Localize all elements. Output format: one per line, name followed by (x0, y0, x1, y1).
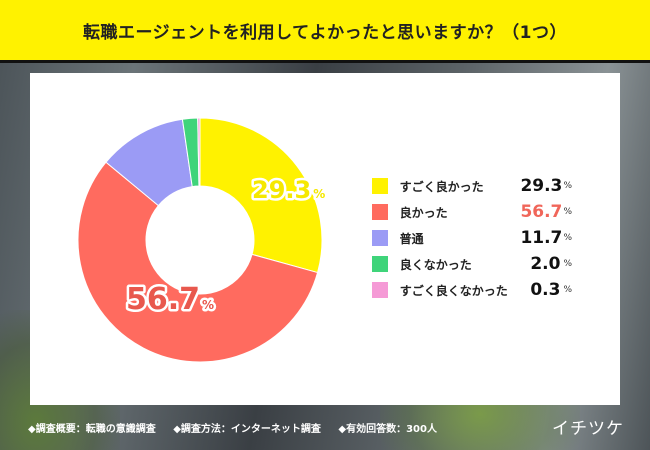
legend-item: 普通 11.7 % (372, 225, 572, 251)
legend-swatch (372, 178, 388, 194)
title-banner: 転職エージェントを利用してよかったと思いますか？（1つ） (0, 0, 650, 63)
legend-value: 56.7 (520, 202, 563, 222)
legend-value: 29.3 (520, 176, 563, 196)
survey-method: ◆調査方法：インターネット調査 (173, 424, 321, 435)
legend-label: 良かった (399, 205, 448, 220)
legend-value: 11.7 (520, 228, 563, 248)
legend-unit: % (563, 259, 572, 269)
legend-unit: % (563, 207, 572, 217)
legend-swatch (372, 230, 388, 246)
donut-slice (197, 117, 201, 187)
survey-footer: ◆調査概要：転職の意識調査 ◆調査方法：インターネット調査 ◆有効回答数：300… (28, 420, 451, 435)
legend-unit: % (563, 285, 572, 295)
legend-label: 普通 (399, 231, 424, 246)
donut-slice (77, 161, 319, 363)
legend-swatch (372, 204, 388, 220)
legend-value: 2.0 (530, 254, 561, 274)
legend-swatch (372, 282, 388, 298)
legend-item: すごく良かった 29.3 % (372, 173, 572, 199)
legend-item: 良くなかった 2.0 % (372, 251, 572, 277)
donut-slice (199, 117, 323, 274)
legend-unit: % (563, 181, 572, 191)
legend-item: すごく良くなかった 0.3 % (372, 277, 572, 303)
value-label: 29.3% (252, 176, 325, 204)
survey-overview: ◆調査概要：転職の意識調査 (28, 424, 156, 435)
legend-value: 0.3 (530, 280, 561, 300)
legend-label: 良くなかった (399, 257, 472, 272)
legend-item: 良かった 56.7 % (372, 199, 572, 225)
legend-unit: % (563, 233, 572, 243)
donut-chart: 29.3 %56.7% (77, 117, 328, 363)
legend-label: すごく良かった (399, 179, 484, 194)
legend: すごく良かった 29.3 % 良かった 56.7 % 普通 11.7 % 良くな… (372, 173, 572, 303)
legend-swatch (372, 256, 388, 272)
chart-card: 29.3% 56.7% すごく良かった 29.3 % 良かった 56.7 % 普通… (30, 73, 620, 405)
legend-label: すごく良くなかった (399, 283, 508, 298)
survey-respondents: ◆有効回答数：300人 (338, 424, 437, 435)
chart-title: 転職エージェントを利用してよかったと思いますか？（1つ） (83, 22, 567, 43)
brand-logo: イチツケ (552, 419, 624, 439)
